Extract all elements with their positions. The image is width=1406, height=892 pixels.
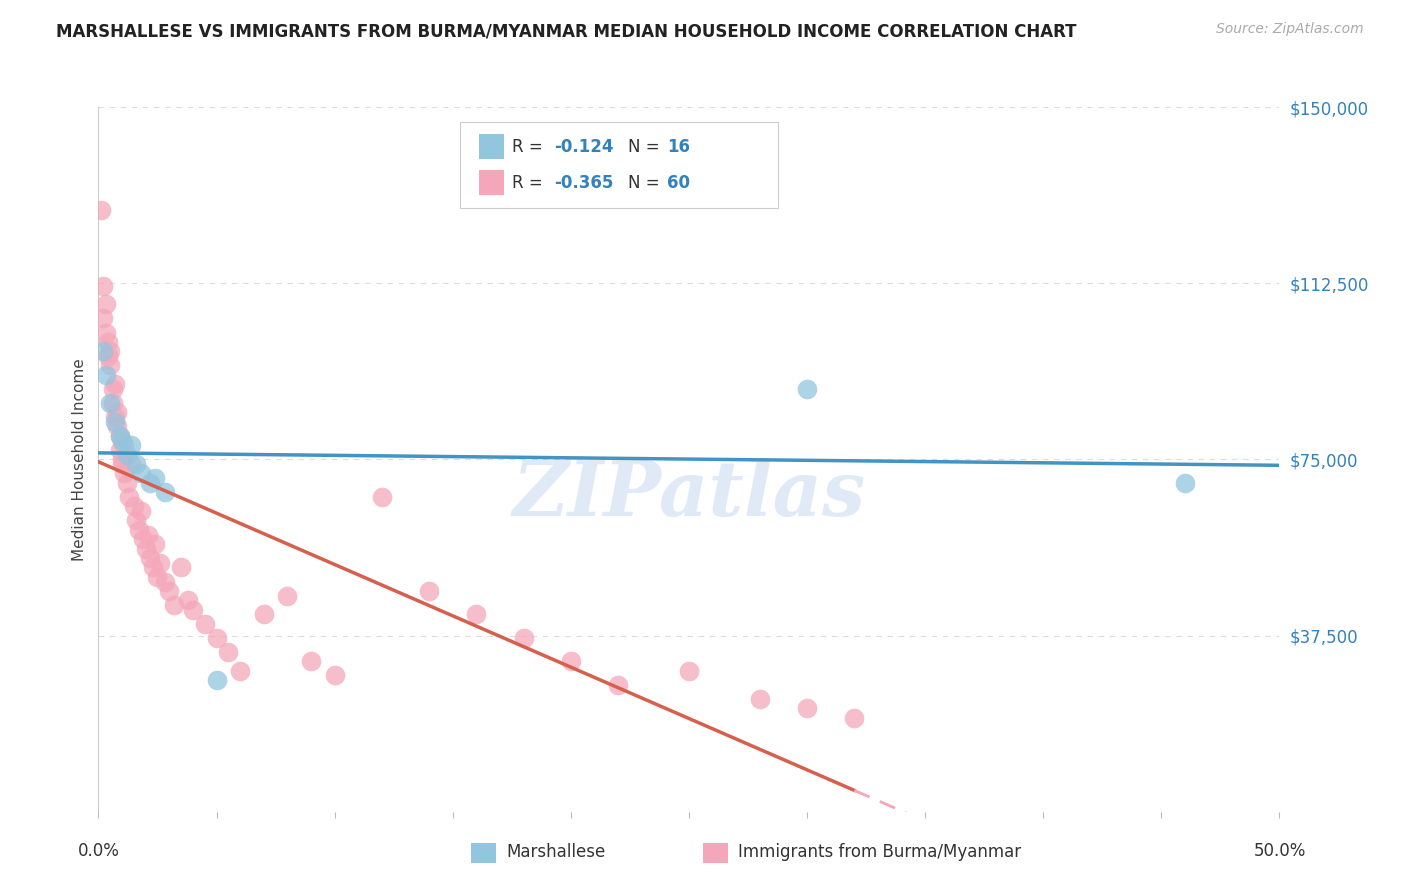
Point (143, 471, 166, 485)
Point (97, 349, 120, 363)
Point (253, 607, 276, 622)
Point (299, 654, 322, 668)
Text: R =: R = (512, 138, 548, 156)
Point (1174, 475, 1197, 490)
Point (101, 382, 124, 396)
Point (118, 490, 141, 504)
Text: 16: 16 (666, 138, 690, 156)
Point (276, 589, 298, 603)
Point (142, 560, 165, 574)
Point (101, 396, 124, 410)
Point (94, 297, 117, 311)
Point (132, 533, 155, 547)
Point (678, 664, 700, 678)
Point (125, 457, 148, 471)
Point (112, 438, 135, 452)
Point (844, 711, 866, 725)
Point (94, 326, 117, 340)
Point (111, 457, 134, 471)
Point (512, 631, 534, 645)
Point (111, 452, 134, 467)
Text: 0.0%: 0.0% (77, 842, 120, 860)
Text: N =: N = (627, 174, 665, 192)
Point (560, 654, 582, 668)
Point (181, 603, 204, 617)
Point (796, 701, 818, 715)
Text: 50.0%: 50.0% (1253, 842, 1306, 860)
Point (108, 429, 131, 443)
Point (149, 556, 172, 570)
Point (112, 467, 135, 481)
Point (125, 513, 148, 527)
Point (135, 541, 157, 556)
Point (136, 527, 159, 541)
Point (465, 607, 488, 622)
Point (139, 551, 162, 566)
Point (115, 475, 138, 490)
Point (121, 457, 143, 471)
Text: R =: R = (512, 174, 548, 192)
Point (121, 438, 143, 452)
Point (139, 475, 162, 490)
Point (205, 631, 228, 645)
Point (607, 678, 630, 692)
Point (170, 560, 193, 574)
Point (98, 344, 121, 359)
Point (163, 598, 186, 612)
Point (194, 616, 217, 631)
Point (323, 668, 346, 682)
Text: 60: 60 (666, 174, 690, 192)
Y-axis label: Median Household Income: Median Household Income (72, 358, 87, 561)
Point (128, 523, 150, 537)
Point (146, 570, 169, 584)
Point (98, 359, 121, 373)
Point (748, 692, 770, 706)
Point (91, 311, 114, 326)
Text: Marshallese: Marshallese (506, 843, 606, 861)
Point (104, 377, 127, 392)
Point (217, 645, 239, 659)
Point (91, 344, 114, 359)
Point (104, 415, 127, 429)
Point (105, 419, 128, 434)
Point (153, 485, 176, 500)
Text: -0.365: -0.365 (554, 174, 614, 192)
Point (105, 405, 128, 419)
Point (796, 382, 818, 396)
Text: N =: N = (627, 138, 665, 156)
Text: -0.124: -0.124 (554, 138, 614, 156)
Point (122, 500, 145, 514)
Text: Source: ZipAtlas.com: Source: ZipAtlas.com (1216, 22, 1364, 37)
Point (91, 278, 114, 293)
Text: Immigrants from Burma/Myanmar: Immigrants from Burma/Myanmar (738, 843, 1021, 861)
Point (129, 467, 152, 481)
Point (229, 664, 252, 678)
Point (94, 368, 117, 382)
Point (98, 396, 121, 410)
Text: ZIPatlas: ZIPatlas (512, 458, 866, 532)
Point (129, 504, 152, 518)
Point (111, 434, 134, 448)
Point (177, 593, 200, 607)
Point (97, 334, 120, 349)
Point (418, 583, 440, 598)
Point (205, 673, 228, 688)
Point (108, 429, 131, 443)
Point (115, 448, 138, 462)
Point (153, 574, 176, 589)
Point (104, 410, 127, 425)
Point (371, 490, 394, 504)
Point (143, 537, 166, 551)
Point (108, 442, 131, 457)
Text: MARSHALLESE VS IMMIGRANTS FROM BURMA/MYANMAR MEDIAN HOUSEHOLD INCOME CORRELATION: MARSHALLESE VS IMMIGRANTS FROM BURMA/MYA… (56, 22, 1077, 40)
Point (90, 203, 112, 218)
Point (157, 583, 180, 598)
